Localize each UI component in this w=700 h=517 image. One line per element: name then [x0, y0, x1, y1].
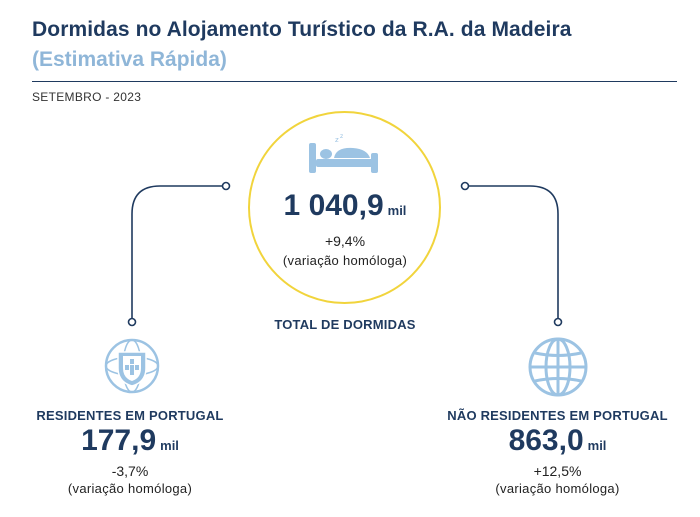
non-residents-value-row: 863,0 mil	[425, 424, 690, 458]
total-ring	[248, 111, 441, 304]
total-variation-label: (variação homóloga)	[282, 253, 408, 268]
total-value: 1 040,9	[283, 189, 384, 222]
residents-label: RESIDENTES EM PORTUGAL	[36, 408, 224, 423]
total-value-row: 1 040,9 mil	[250, 189, 440, 223]
non-residents-variation-label: (variação homóloga)	[495, 481, 620, 496]
total-unit: mil	[387, 203, 407, 218]
title-divider	[32, 81, 677, 82]
page-subtitle: (Estimativa Rápida)	[32, 48, 227, 71]
bed-icon: z z	[309, 133, 378, 173]
residents-value: 177,9	[81, 424, 157, 457]
svg-text:z: z	[340, 133, 343, 140]
residents-unit: mil	[160, 438, 179, 453]
globe-icon	[528, 337, 588, 397]
non-residents-variation: +12,5%	[533, 463, 582, 479]
non-residents-unit: mil	[587, 438, 607, 453]
residents-variation-label: (variação homóloga)	[67, 481, 193, 496]
total-label: TOTAL DE DORMIDAS	[274, 317, 416, 332]
non-residents-label: NÃO RESIDENTES EM PORTUGAL	[447, 408, 668, 423]
residents-variation: -3,7%	[111, 463, 149, 479]
svg-text:z: z	[335, 136, 339, 144]
residents-value-row: 177,9 mil	[20, 424, 240, 458]
page-title: Dormidas no Alojamento Turístico da R.A.…	[32, 18, 572, 41]
portugal-shield-icon	[104, 338, 160, 394]
non-residents-value: 863,0	[508, 424, 584, 457]
total-variation: +9,4%	[324, 233, 366, 249]
period-label: SETEMBRO - 2023	[32, 90, 142, 104]
